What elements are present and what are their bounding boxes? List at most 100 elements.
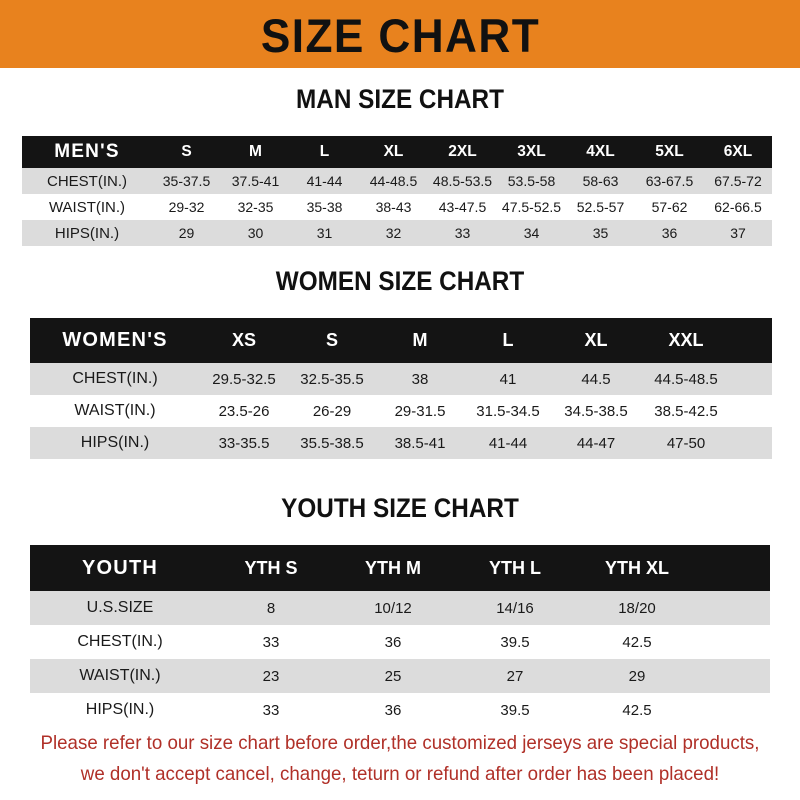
men-cell: 32 xyxy=(385,225,402,241)
women-cell-empty xyxy=(732,395,772,427)
men-cell: 37.5-41 xyxy=(231,173,280,189)
table-row: CHEST(IN.) 33 36 39.5 42.5 xyxy=(30,625,770,659)
youth-table-body: YOUTH YTH S YTH M YTH L YTH XL U.S.SIZE … xyxy=(30,545,770,727)
men-cell: 33 xyxy=(454,225,471,241)
women-col-header: L xyxy=(502,330,514,350)
men-row-label: HIPS(IN.) xyxy=(54,224,120,242)
youth-cell: 33 xyxy=(262,701,280,719)
men-col-header: 4XL xyxy=(586,143,615,160)
men-cell: 58-63 xyxy=(582,173,619,189)
youth-cell: 27 xyxy=(506,667,524,685)
youth-cell: 33 xyxy=(262,633,280,651)
youth-row-label-header: YOUTH xyxy=(82,556,158,579)
men-cell: 35-37.5 xyxy=(162,173,211,189)
women-cell: 38 xyxy=(411,370,429,388)
table-row: WAIST(IN.) 29-32 32-35 35-38 38-43 43-47… xyxy=(22,194,772,220)
men-col-header: 2XL xyxy=(448,143,477,160)
women-row-label: WAIST(IN.) xyxy=(74,402,156,419)
women-cell: 44.5 xyxy=(581,370,611,388)
women-cell: 29.5-32.5 xyxy=(212,370,276,388)
youth-cell: 18/20 xyxy=(618,599,656,617)
table-row: U.S.SIZE 8 10/12 14/16 18/20 xyxy=(30,591,770,625)
women-col-header-empty xyxy=(732,318,772,363)
men-cell: 52.5-57 xyxy=(576,199,625,215)
youth-col-header: YTH L xyxy=(489,557,541,578)
men-col-header: M xyxy=(249,143,262,160)
women-table-body: WOMEN'S XS S M L XL XXL CHEST(IN.) 29.5-… xyxy=(30,318,772,459)
men-col-header: 6XL xyxy=(723,143,753,160)
men-header-row: MEN'S S M L XL 2XL 3XL 4XL 5XL 6XL xyxy=(22,136,772,168)
youth-row-label: HIPS(IN.) xyxy=(85,701,155,718)
men-cell: 36 xyxy=(661,225,678,241)
youth-cell: 42.5 xyxy=(622,633,652,651)
women-cell: 34.5-38.5 xyxy=(564,402,628,420)
women-cell-empty xyxy=(732,427,772,459)
men-cell: 38-43 xyxy=(375,199,412,215)
men-col-header: S xyxy=(181,143,192,160)
men-cell: 35-38 xyxy=(306,199,343,215)
youth-cell: 14/16 xyxy=(496,599,534,617)
page-banner: SIZE CHART xyxy=(0,0,800,68)
table-row: HIPS(IN.) 33-35.5 35.5-38.5 38.5-41 41-4… xyxy=(30,427,772,459)
women-cell: 29-31.5 xyxy=(394,402,446,420)
women-col-header: S xyxy=(325,330,338,350)
youth-cell: 23 xyxy=(262,667,280,685)
men-cell: 57-62 xyxy=(651,199,688,215)
youth-col-header-empty xyxy=(698,545,770,591)
order-disclaimer: Please refer to our size chart before or… xyxy=(16,728,784,790)
youth-cell: 36 xyxy=(384,633,402,651)
page-title: SIZE CHART xyxy=(260,8,540,62)
youth-cell: 10/12 xyxy=(374,599,412,617)
youth-row-label: CHEST(IN.) xyxy=(77,633,163,650)
women-cell: 44.5-48.5 xyxy=(654,370,718,388)
women-row-label: HIPS(IN.) xyxy=(80,434,150,451)
men-table-body: MEN'S S M L XL 2XL 3XL 4XL 5XL 6XL CHEST… xyxy=(22,136,772,246)
men-size-table: MEN'S S M L XL 2XL 3XL 4XL 5XL 6XL CHEST… xyxy=(22,136,772,246)
women-cell: 26-29 xyxy=(312,402,352,420)
table-row: WAIST(IN.) 23 25 27 29 xyxy=(30,659,770,693)
women-header-row: WOMEN'S XS S M L XL XXL xyxy=(30,318,772,363)
youth-cell: 36 xyxy=(384,701,402,719)
women-cell: 47-50 xyxy=(666,434,706,452)
men-cell: 48.5-53.5 xyxy=(432,173,493,189)
men-row-label: CHEST(IN.) xyxy=(47,172,127,190)
table-row: WAIST(IN.) 23.5-26 26-29 29-31.5 31.5-34… xyxy=(30,395,772,427)
disclaimer-line-2: we don't accept cancel, change, teturn o… xyxy=(80,763,720,785)
men-col-header: XL xyxy=(383,143,404,160)
men-cell: 62-66.5 xyxy=(714,199,762,215)
disclaimer-line-1: Please refer to our size chart before or… xyxy=(40,732,760,754)
youth-cell-empty xyxy=(698,625,770,659)
men-cell: 44-48.5 xyxy=(369,173,418,189)
women-cell-empty xyxy=(732,363,772,395)
women-cell: 41-44 xyxy=(488,434,528,452)
women-col-header: XS xyxy=(231,330,256,350)
men-cell: 53.5-58 xyxy=(507,173,556,189)
youth-cell: 29 xyxy=(628,667,646,685)
men-cell: 63-67.5 xyxy=(645,173,694,189)
men-cell: 35 xyxy=(592,225,609,241)
youth-cell-empty xyxy=(698,659,770,693)
women-cell: 23.5-26 xyxy=(218,402,270,420)
men-cell: 31 xyxy=(316,225,333,241)
youth-col-header: YTH M xyxy=(365,557,421,578)
youth-size-table: YOUTH YTH S YTH M YTH L YTH XL U.S.SIZE … xyxy=(30,545,770,727)
men-cell: 47.5-52.5 xyxy=(501,199,562,215)
section-title-man: MAN SIZE CHART xyxy=(296,84,504,114)
women-size-table: WOMEN'S XS S M L XL XXL CHEST(IN.) 29.5-… xyxy=(30,318,772,459)
youth-row-label: U.S.SIZE xyxy=(86,599,154,616)
youth-cell: 25 xyxy=(384,667,402,685)
youth-col-header: YTH S xyxy=(244,557,298,578)
table-row: CHEST(IN.) 35-37.5 37.5-41 41-44 44-48.5… xyxy=(22,168,772,194)
youth-cell: 39.5 xyxy=(500,701,530,719)
women-cell: 38.5-41 xyxy=(394,434,446,452)
women-row-label: CHEST(IN.) xyxy=(72,370,158,387)
women-cell: 33-35.5 xyxy=(218,434,270,452)
table-row: HIPS(IN.) 29 30 31 32 33 34 35 36 37 xyxy=(22,220,772,246)
youth-header-row: YOUTH YTH S YTH M YTH L YTH XL xyxy=(30,545,770,591)
women-cell: 32.5-35.5 xyxy=(300,370,364,388)
men-cell: 37 xyxy=(730,225,746,241)
men-cell: 34 xyxy=(523,225,540,241)
women-cell: 44-47 xyxy=(576,434,616,452)
table-row: CHEST(IN.) 29.5-32.5 32.5-35.5 38 41 44.… xyxy=(30,363,772,395)
men-cell: 43-47.5 xyxy=(438,199,487,215)
